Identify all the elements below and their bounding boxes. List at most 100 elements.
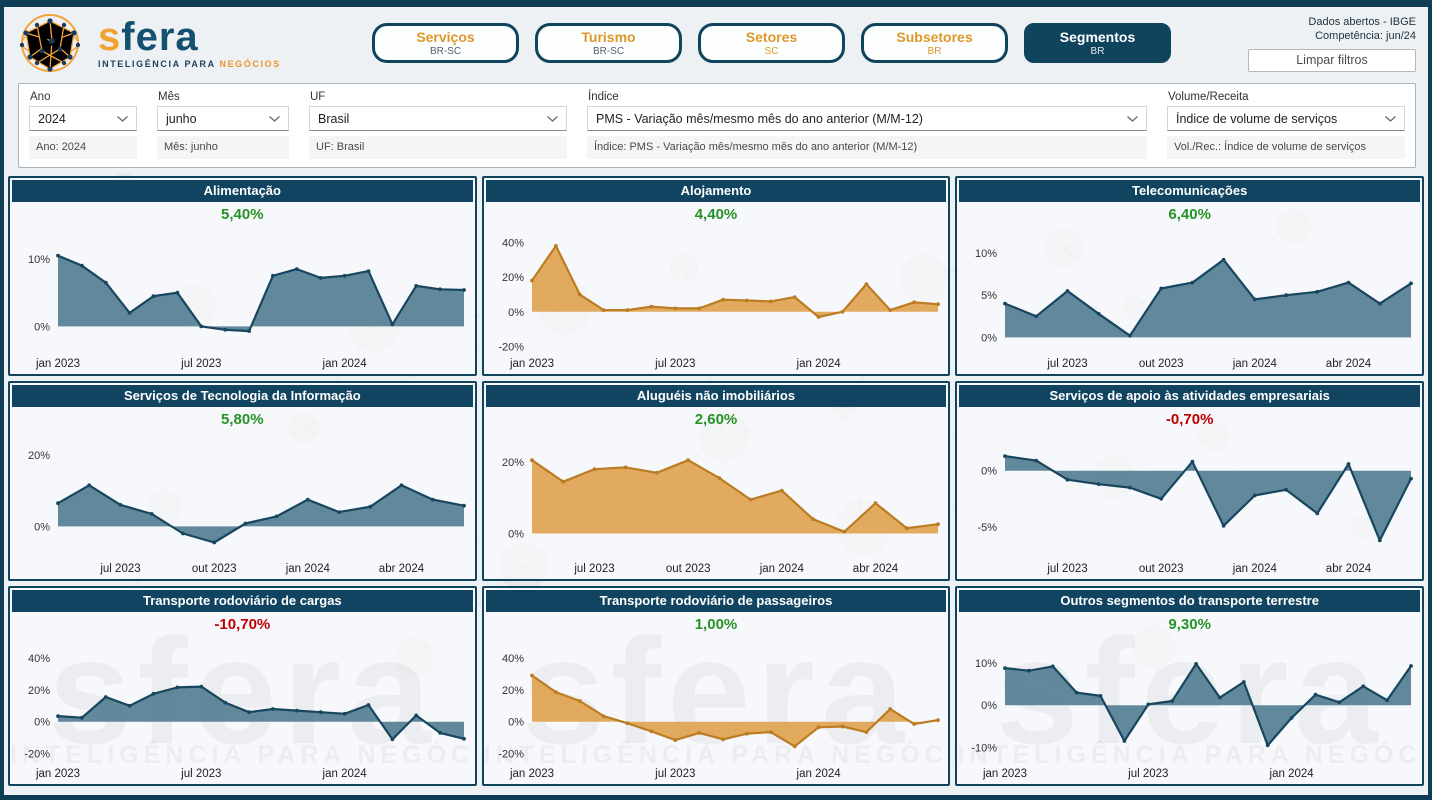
- network-sphere-icon: [19, 14, 81, 72]
- svg-text:abr 2024: abr 2024: [852, 563, 898, 575]
- svg-text:jan 2024: jan 2024: [322, 358, 368, 370]
- svg-text:jan 2024: jan 2024: [322, 768, 368, 780]
- brand-tagline: INTELIGÊNCIA PARA NEGÓCIOS: [98, 59, 281, 69]
- kpi-value: 4,40%: [694, 206, 738, 223]
- chart-title: Serviços de Tecnologia da Informação: [12, 385, 473, 407]
- area-chart-plot: 20% 0% jul 2023 out 2023 jan 2024 abr 2024: [28, 450, 466, 575]
- filter-volume-receita: Volume/Receita Índice de volume de servi…: [1167, 90, 1405, 159]
- svg-text:jul 2023: jul 2023: [654, 768, 695, 780]
- ano-caption: Ano: 2024: [29, 136, 137, 159]
- tab-segmentos[interactable]: Segmentos BR: [1024, 23, 1171, 63]
- svg-text:0%: 0%: [981, 332, 997, 344]
- svg-text:20%: 20%: [28, 685, 50, 697]
- svg-text:-20%: -20%: [498, 749, 524, 761]
- svg-text:jul 2023: jul 2023: [573, 563, 614, 575]
- svg-text:abr 2024: abr 2024: [1326, 563, 1372, 575]
- area-chart-plot: 20% 0% jul 2023 out 2023 jan 2024 abr 2024: [502, 457, 940, 575]
- mes-caption: Mês: junho: [157, 136, 289, 159]
- svg-text:jul 2023: jul 2023: [180, 768, 221, 780]
- filter-bar: Ano 2024 Ano: 2024 Mês junho Mês: junho …: [18, 83, 1416, 168]
- chart-card-telecomunicacoes: Telecomunicações 6,40% 10% 5% 0% jul 2023 ou…: [955, 176, 1424, 376]
- clear-filters-button[interactable]: Limpar filtros: [1248, 48, 1416, 72]
- svg-text:40%: 40%: [502, 653, 524, 665]
- svg-text:0%: 0%: [508, 717, 524, 729]
- svg-text:0%: 0%: [508, 529, 524, 541]
- chart-title: Alojamento: [485, 180, 947, 202]
- svg-text:5%: 5%: [981, 290, 997, 302]
- tab-servicos[interactable]: Serviços BR-SC: [372, 23, 519, 63]
- svg-text:out 2023: out 2023: [1139, 358, 1184, 370]
- svg-text:jan 2024: jan 2024: [285, 563, 331, 575]
- indice-caption: Índice: PMS - Variação mês/mesmo mês do …: [587, 136, 1147, 159]
- svg-text:0%: 0%: [981, 466, 997, 478]
- indice-select[interactable]: PMS - Variação mês/mesmo mês do ano ante…: [587, 106, 1147, 131]
- chart-title: Aluguéis não imobiliários: [485, 385, 947, 407]
- nav-tabs: Serviços BR-SC Turismo BR-SC Setores SC …: [372, 23, 1171, 63]
- area-chart-plot: 40% 20% 0% -20% jan 2023 jul 2023 jan 2024: [24, 653, 466, 780]
- svg-text:-20%: -20%: [24, 749, 50, 761]
- filter-mes: Mês junho Mês: junho: [157, 90, 289, 159]
- svg-text:out 2023: out 2023: [1139, 563, 1184, 575]
- tab-turismo[interactable]: Turismo BR-SC: [535, 23, 682, 63]
- kpi-value: 5,80%: [221, 411, 264, 428]
- volume-receita-select[interactable]: Índice de volume de serviços: [1167, 106, 1405, 131]
- svg-text:jan 2023: jan 2023: [509, 358, 554, 370]
- uf-select[interactable]: Brasil: [309, 106, 567, 131]
- svg-text:-5%: -5%: [978, 522, 998, 534]
- svg-text:jan 2024: jan 2024: [1232, 358, 1278, 370]
- filter-indice: Índice PMS - Variação mês/mesmo mês do a…: [587, 90, 1147, 159]
- volume-receita-caption: Vol./Rec.: Índice de volume de serviços: [1167, 136, 1405, 159]
- svg-text:jan 2024: jan 2024: [1269, 768, 1315, 780]
- kpi-value: -10,70%: [214, 616, 271, 633]
- chevron-down-icon: [1127, 115, 1138, 122]
- tab-subsetores[interactable]: Subsetores BR: [861, 23, 1008, 63]
- svg-text:40%: 40%: [28, 653, 50, 665]
- kpi-value: 9,30%: [1168, 616, 1211, 633]
- chart-card-tecnologia-informacao: Serviços de Tecnologia da Informação 5,8…: [8, 381, 477, 581]
- svg-text:jul 2023: jul 2023: [1047, 358, 1088, 370]
- chart-title: Alimentação: [12, 180, 473, 202]
- svg-text:0%: 0%: [34, 521, 50, 533]
- svg-text:jan 2023: jan 2023: [509, 768, 554, 780]
- svg-text:20%: 20%: [502, 272, 524, 284]
- svg-text:jan 2024: jan 2024: [758, 563, 804, 575]
- svg-text:jul 2023: jul 2023: [654, 358, 695, 370]
- ano-select[interactable]: 2024: [29, 106, 137, 131]
- chart-card-apoio-empresarial: Serviços de apoio às atividades empresar…: [955, 381, 1424, 581]
- svg-text:out 2023: out 2023: [665, 563, 710, 575]
- area-chart-plot: 10% 0% -10% jan 2023 jul 2023 jan 2024: [972, 658, 1414, 780]
- chart-card-transporte-cargas: sfera INTELIGÊNCIA PARA NEGÓCIOS Transpo…: [8, 586, 477, 786]
- area-chart-plot: 10% 0% jan 2023 jul 2023 jan 2024: [28, 253, 466, 370]
- charts-grid: Alimentação 5,40% 10% 0% jan 2023 jul 2023 j…: [8, 176, 1424, 786]
- chart-card-alugueis: Aluguéis não imobiliários 2,60% 20% 0% jul…: [481, 381, 951, 581]
- svg-text:0%: 0%: [981, 700, 997, 712]
- svg-text:10%: 10%: [28, 254, 50, 266]
- svg-text:20%: 20%: [502, 457, 524, 469]
- chart-title: Transporte rodoviário de passageiros: [485, 590, 947, 612]
- chart-title: Telecomunicações: [959, 180, 1420, 202]
- filter-uf: UF Brasil UF: Brasil: [309, 90, 567, 159]
- svg-text:20%: 20%: [502, 685, 524, 697]
- kpi-value: 2,60%: [694, 411, 738, 428]
- svg-text:jul 2023: jul 2023: [1047, 563, 1088, 575]
- chevron-down-icon: [117, 115, 128, 122]
- sfera-logo: sfera INTELIGÊNCIA PARA NEGÓCIOS: [12, 11, 327, 75]
- svg-text:jan 2023: jan 2023: [35, 358, 80, 370]
- kpi-value: -0,70%: [1165, 411, 1214, 428]
- chart-card-transporte-passageiros: sfera INTELIGÊNCIA PARA NEGÓCIOS Transpo…: [481, 586, 951, 786]
- chart-title: Transporte rodoviário de cargas: [12, 590, 473, 612]
- tab-setores[interactable]: Setores SC: [698, 23, 845, 63]
- chevron-down-icon: [269, 115, 280, 122]
- area-chart-plot: 40% 20% 0% -20% jan 2023 jul 2023 jan 2024: [498, 237, 940, 370]
- svg-text:-20%: -20%: [498, 342, 524, 354]
- mes-select[interactable]: junho: [157, 106, 289, 131]
- svg-text:0%: 0%: [34, 321, 50, 333]
- chart-title: Serviços de apoio às atividades empresar…: [959, 385, 1420, 407]
- svg-text:40%: 40%: [502, 237, 524, 249]
- kpi-value: 5,40%: [221, 206, 264, 223]
- chevron-down-icon: [547, 115, 558, 122]
- svg-text:jul 2023: jul 2023: [180, 358, 221, 370]
- chart-card-alojamento: Alojamento 4,40% 40% 20% 0% -20% jan 2023 jul…: [481, 176, 951, 376]
- svg-text:jan 2024: jan 2024: [1232, 563, 1278, 575]
- area-chart-plot: 0% -5% jul 2023 out 2023 jan 2024 abr 2024: [978, 454, 1414, 575]
